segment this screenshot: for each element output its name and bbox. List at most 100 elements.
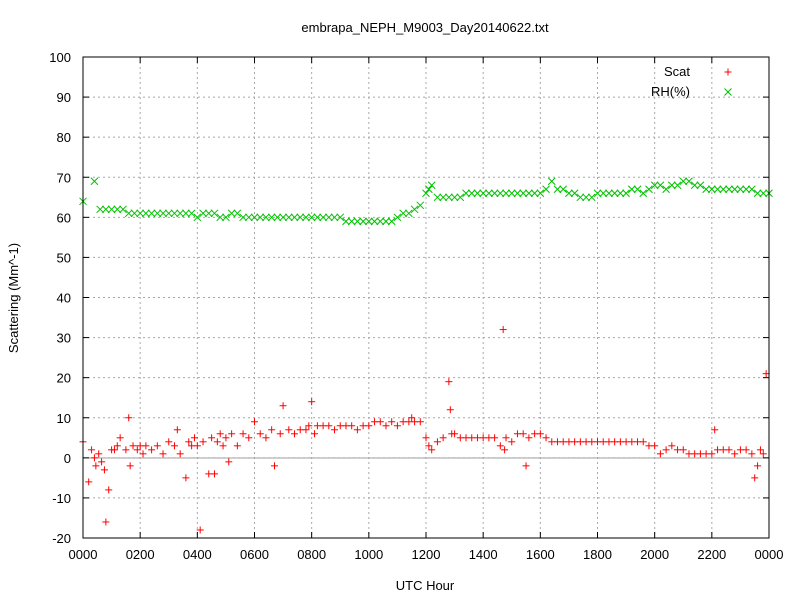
data-point — [164, 209, 173, 218]
data-point — [153, 442, 161, 450]
y-tick-label: 40 — [57, 291, 71, 306]
data-point — [262, 213, 270, 222]
data-point — [142, 442, 150, 450]
data-point — [711, 426, 719, 434]
x-tick-label: 2200 — [697, 547, 726, 562]
data-point — [490, 189, 499, 198]
data-point — [347, 217, 356, 226]
data-point — [142, 209, 150, 218]
data-point — [173, 426, 181, 434]
data-point — [759, 189, 768, 198]
data-point — [311, 430, 319, 438]
data-point — [525, 189, 533, 198]
data-point — [222, 434, 230, 442]
legend-marker-scat — [724, 68, 732, 76]
data-point — [656, 181, 665, 190]
data-point — [450, 193, 459, 202]
data-point — [446, 406, 454, 414]
data-point — [622, 189, 630, 198]
data-point — [690, 181, 699, 190]
data-point — [148, 446, 156, 454]
data-point — [342, 217, 350, 226]
data-point — [96, 205, 105, 214]
data-point — [393, 213, 402, 222]
data-point — [296, 213, 305, 222]
y-tick-label: 10 — [57, 411, 71, 426]
data-point — [227, 209, 236, 218]
data-point — [193, 213, 202, 222]
data-point — [382, 422, 390, 430]
data-point — [273, 213, 282, 222]
data-point — [502, 189, 510, 198]
series-layer — [79, 177, 773, 534]
data-point — [107, 205, 116, 214]
data-point — [271, 462, 279, 470]
x-tick-label: 2000 — [640, 547, 669, 562]
data-point — [119, 205, 127, 214]
data-point — [499, 326, 507, 334]
data-point — [133, 446, 141, 454]
data-point — [762, 370, 770, 378]
data-point — [185, 438, 193, 446]
data-point — [90, 454, 98, 462]
data-point — [98, 458, 106, 466]
y-axis-label: Scattering (Mm^-1) — [6, 243, 21, 353]
data-point — [147, 209, 156, 218]
data-point — [393, 422, 401, 430]
y-tick-label: -10 — [52, 491, 71, 506]
data-point — [233, 442, 241, 450]
data-point — [376, 217, 385, 226]
data-point — [90, 177, 99, 186]
data-point — [679, 446, 687, 454]
data-point — [742, 446, 750, 454]
x-axis-label: UTC Hour — [396, 578, 455, 593]
y-tick-label: 60 — [57, 210, 71, 225]
data-point — [308, 398, 316, 406]
data-point — [213, 438, 221, 446]
data-point — [408, 414, 416, 422]
data-point — [553, 185, 562, 194]
data-point — [302, 426, 310, 434]
data-point — [336, 213, 345, 222]
data-point — [522, 462, 530, 470]
data-point — [153, 209, 162, 218]
data-point — [479, 189, 488, 198]
data-point — [662, 446, 670, 454]
data-point — [251, 418, 258, 426]
data-point — [748, 450, 756, 458]
data-point — [302, 213, 310, 222]
data-point — [95, 450, 103, 458]
data-point — [713, 185, 722, 194]
y-tick-labels: -20 -10 0 10 20 30 40 50 60 70 80 90 100 — [49, 50, 71, 546]
data-point — [731, 450, 739, 458]
data-point — [507, 189, 516, 198]
data-point — [291, 430, 299, 438]
data-point — [245, 434, 253, 442]
data-point — [370, 217, 379, 226]
y-tick-label: 80 — [57, 130, 71, 145]
data-point — [113, 205, 122, 214]
data-point — [525, 434, 533, 442]
data-point — [428, 446, 436, 454]
data-point — [645, 185, 653, 194]
data-point — [410, 205, 419, 214]
y-tick-label: -20 — [52, 531, 71, 546]
data-point — [170, 209, 179, 218]
data-point — [542, 185, 550, 194]
data-point — [88, 446, 96, 454]
data-point — [105, 486, 113, 494]
data-point — [751, 474, 759, 482]
x-tick-label: 0400 — [183, 547, 212, 562]
data-point — [262, 434, 270, 442]
data-point — [279, 213, 287, 222]
data-point — [756, 446, 764, 454]
data-point — [210, 209, 219, 218]
x-tick-label: 0000 — [69, 547, 98, 562]
y-tick-label: 20 — [57, 371, 71, 386]
data-point — [244, 213, 253, 222]
data-point — [388, 418, 396, 426]
data-point — [225, 458, 233, 466]
y-tick-label: 100 — [49, 50, 71, 65]
data-point — [404, 209, 413, 218]
